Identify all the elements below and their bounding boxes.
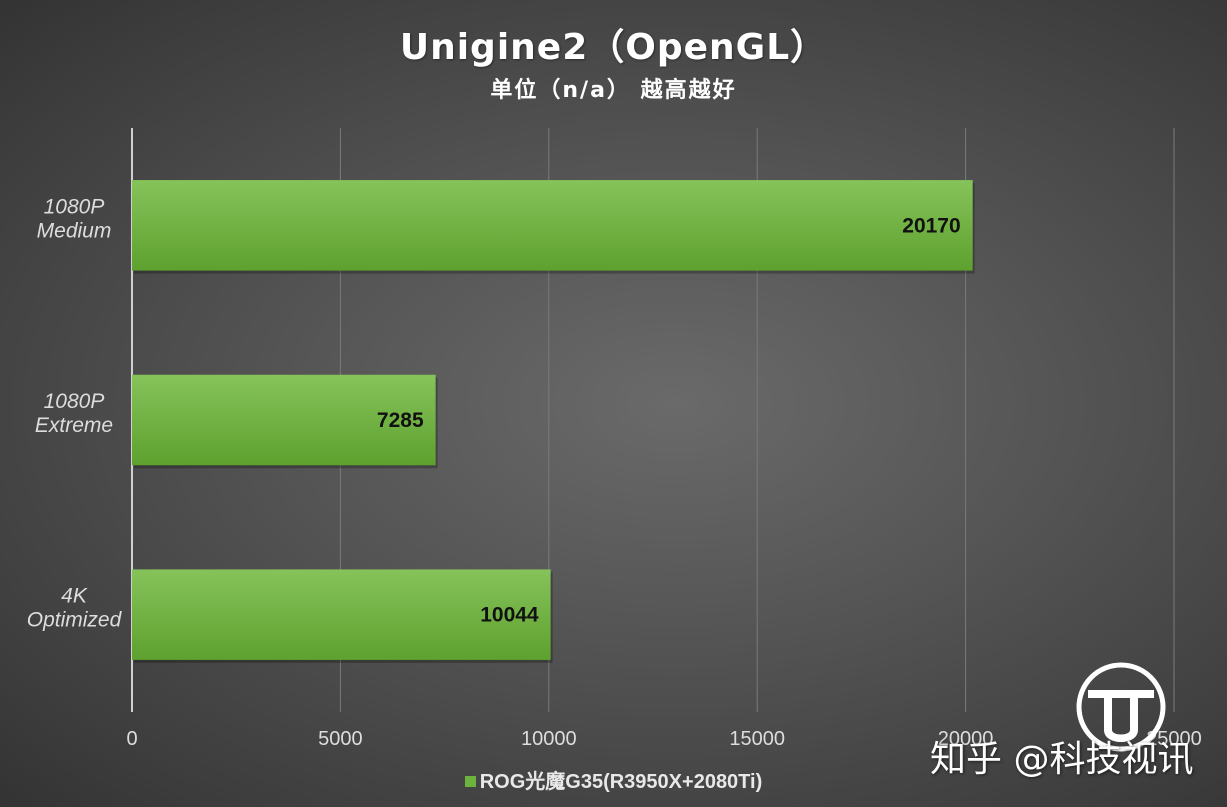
data-label: 7285 xyxy=(377,409,424,432)
x-tick-label: 15000 xyxy=(729,728,785,750)
category-label-line: 1080P xyxy=(44,195,105,218)
chart-title: Unigine2（OpenGL） xyxy=(399,27,828,68)
legend-label: ROG光魔G35(R3950X+2080Ti) xyxy=(479,771,763,793)
category-label-line: Extreme xyxy=(35,414,113,437)
x-tick-label: 20000 xyxy=(938,728,994,750)
category-label-line: 4K xyxy=(61,585,88,608)
chart-subtitle: 单位（n/a） 越高越好 xyxy=(490,78,737,103)
x-tick-label: 5000 xyxy=(318,728,363,750)
data-label: 10044 xyxy=(480,604,539,627)
category-label: 1080P Medium xyxy=(37,195,112,242)
x-tick-labels: 0 5000 10000 15000 20000 25000 xyxy=(126,728,1201,750)
brand-logo-icon xyxy=(1076,662,1166,752)
bar xyxy=(132,374,436,466)
bar xyxy=(132,180,973,271)
bar xyxy=(132,569,551,660)
category-label-line: 1080P xyxy=(44,390,105,413)
category-label-line: Medium xyxy=(37,219,112,242)
data-labels: 20170 7285 10044 xyxy=(377,214,961,626)
category-label: 1080P Extreme xyxy=(35,390,113,437)
watermark: 知乎 @科技视讯 xyxy=(930,739,1194,780)
data-label: 20170 xyxy=(902,214,960,237)
x-tick-label: 0 xyxy=(126,728,137,750)
category-label: 4K Optimized xyxy=(27,585,123,632)
x-tick-label: 25000 xyxy=(1146,728,1202,750)
bars xyxy=(132,180,975,663)
legend: ROG光魔G35(R3950X+2080Ti) xyxy=(0,765,1227,794)
category-label-line: Optimized xyxy=(27,609,123,632)
legend-swatch xyxy=(464,776,476,787)
x-tick-label: 10000 xyxy=(521,728,577,750)
